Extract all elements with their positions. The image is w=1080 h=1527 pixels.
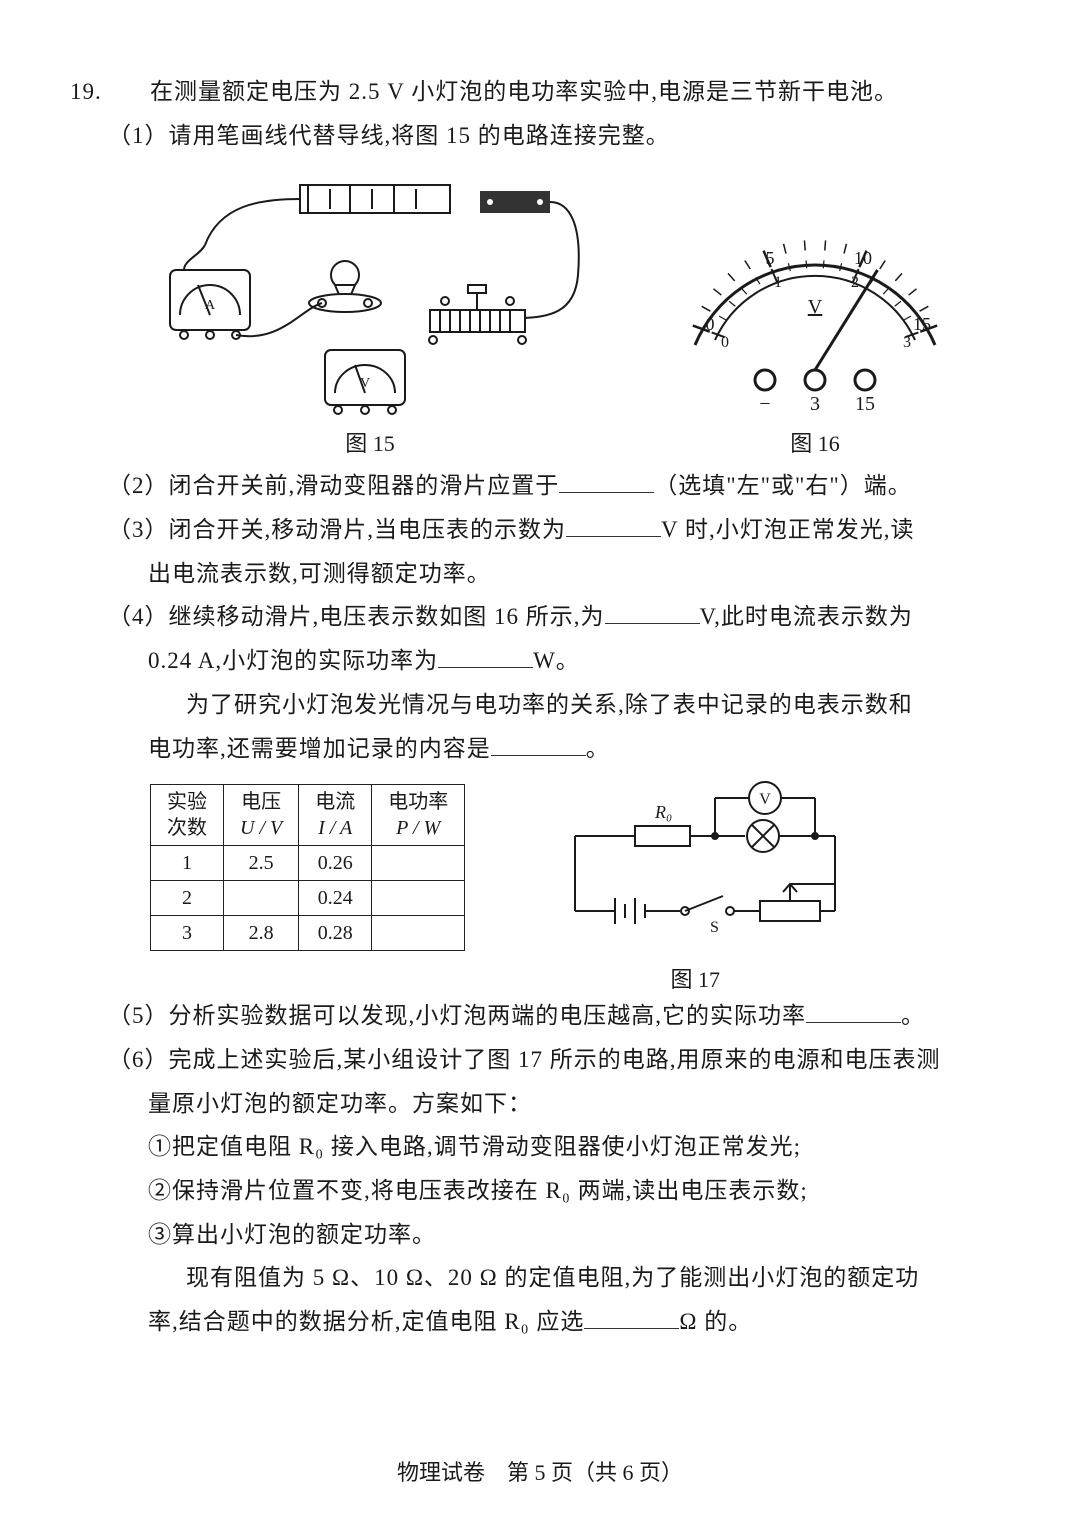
figure-16-caption: 图 16	[670, 426, 960, 458]
part-3-line2: 出电流表示数,可测得额定功率。	[148, 552, 1000, 596]
th-1: 电压U / V	[224, 785, 299, 846]
p4f: 电功率,还需要增加记录的内容是	[148, 736, 491, 761]
table-row: 12.50.26	[151, 846, 465, 881]
part-4-line2: 0.24 A,小灯泡的实际功率为 W。	[148, 639, 1000, 683]
th-0: 实验次数	[151, 785, 224, 846]
scale-1-in: 1	[774, 274, 782, 291]
part-6-step3: ③算出小灯泡的额定功率。	[148, 1213, 1000, 1257]
label-r0: R₀	[654, 802, 672, 822]
scale-0-out: 0	[706, 314, 715, 334]
figures-row: A	[110, 175, 1000, 458]
term-3: 3	[810, 393, 820, 415]
voltmeter-icon: 0 5 10 15 0 1 2 3 V − 3 15	[670, 215, 960, 415]
p4g: 。	[586, 736, 610, 761]
part-3-line1: （3）闭合开关,移动滑片,当电压表的示数为 V 时,小灯泡正常发光,读	[108, 508, 1000, 552]
blank-5[interactable]	[806, 997, 901, 1023]
p6g2: Ω 的。	[679, 1309, 752, 1334]
data-table: 实验次数 电压U / V 电流I / A 电功率P / W 12.50.26 2…	[150, 784, 465, 951]
part-2: （2）闭合开关前,滑动变阻器的滑片应置于 （选填"左"或"右"）端。	[108, 464, 1000, 508]
circuit-diagram-icon: A	[150, 175, 590, 415]
figure-17: V R₀	[545, 776, 845, 994]
part-6-line6: 现有阻值为 5 Ω、10 Ω、20 Ω 的定值电阻,为了能测出小灯泡的额定功	[186, 1256, 1000, 1300]
svg-text:V: V	[360, 376, 370, 391]
p6g1: 率,结合题中的数据分析,定值电阻 R₀ 应选	[148, 1309, 584, 1334]
th-2: 电流I / A	[299, 785, 372, 846]
label-s: S	[710, 919, 719, 936]
blank-4a[interactable]	[605, 598, 700, 624]
figure-17-caption: 图 17	[545, 962, 845, 994]
scale-2-in: 2	[851, 274, 859, 291]
scale-10-out: 10	[854, 248, 872, 268]
blank-6[interactable]	[584, 1303, 679, 1329]
part-4-line3: 为了研究小灯泡发光情况与电功率的关系,除了表中记录的电表示数和	[186, 683, 1000, 727]
term-15: 15	[855, 393, 875, 415]
th-3: 电功率P / W	[372, 785, 465, 846]
p4a: （4）继续移动滑片,电压表示数如图 16 所示,为	[108, 604, 605, 629]
scale-5-out: 5	[766, 248, 775, 268]
scale-3-in: 3	[903, 334, 911, 351]
schematic-icon: V R₀	[545, 776, 845, 951]
p4b: V,此时电流表示数为	[700, 604, 913, 629]
table-figure-row: 实验次数 电压U / V 电流I / A 电功率P / W 12.50.26 2…	[70, 776, 1000, 994]
part-6-line2: 量原小灯泡的额定功率。方案如下：	[148, 1082, 1000, 1126]
p4c: 0.24 A,小灯泡的实际功率为	[148, 648, 438, 673]
part-6-step1: ①把定值电阻 R₀ 接入电路,调节滑动变阻器使小灯泡正常发光;	[148, 1125, 1000, 1169]
blank-4c[interactable]	[491, 729, 586, 755]
figure-16: 0 5 10 15 0 1 2 3 V − 3 15	[670, 215, 960, 458]
part-6-line1: （6）完成上述实验后,某小组设计了图 17 所示的电路,用原来的电源和电压表测	[108, 1038, 1000, 1082]
part-5: （5）分析实验数据可以发现,小灯泡两端的电压越高,它的实际功率 。	[108, 994, 1000, 1038]
stem-text: 在测量额定电压为 2.5 V 小灯泡的电功率实验中,电源是三节新干电池。	[150, 79, 898, 104]
part-4-line4: 电功率,还需要增加记录的内容是 。	[148, 727, 1000, 771]
scale-0-in: 0	[721, 334, 729, 351]
blank-3[interactable]	[566, 511, 661, 537]
p2a: （2）闭合开关前,滑动变阻器的滑片应置于	[108, 473, 559, 498]
question-stem: 19. 在测量额定电压为 2.5 V 小灯泡的电功率实验中,电源是三节新干电池。	[70, 70, 1000, 114]
blank-4b[interactable]	[438, 642, 533, 668]
table-header-row: 实验次数 电压U / V 电流I / A 电功率P / W	[151, 785, 465, 846]
scale-15-out: 15	[913, 314, 931, 334]
term-minus: −	[759, 393, 770, 415]
figure-15: A	[150, 175, 590, 458]
question-number: 19.	[70, 70, 110, 114]
label-v: V	[759, 791, 771, 808]
part-6-line7: 率,结合题中的数据分析,定值电阻 R₀ 应选 Ω 的。	[148, 1300, 1000, 1344]
part-4-line1: （4）继续移动滑片,电压表示数如图 16 所示,为 V,此时电流表示数为	[108, 595, 1000, 639]
p3b: V 时,小灯泡正常发光,读	[661, 517, 914, 542]
p4d: W。	[533, 648, 580, 673]
part-6-step2: ②保持滑片位置不变,将电压表改接在 R₀ 两端,读出电压表示数;	[148, 1169, 1000, 1213]
p3a: （3）闭合开关,移动滑片,当电压表的示数为	[108, 517, 566, 542]
table-row: 20.24	[151, 881, 465, 916]
blank-2[interactable]	[559, 467, 654, 493]
figure-15-caption: 图 15	[150, 426, 590, 458]
table-row: 32.80.28	[151, 916, 465, 951]
svg-text:A: A	[205, 298, 216, 313]
p5b: 。	[901, 1003, 925, 1028]
page-footer: 物理试卷 第 5 页（共 6 页）	[0, 1455, 1080, 1487]
page: 19. 在测量额定电压为 2.5 V 小灯泡的电功率实验中,电源是三节新干电池。…	[0, 0, 1080, 1527]
p2b: （选填"左"或"右"）端。	[654, 473, 912, 498]
voltmeter-unit: V	[808, 296, 823, 318]
p5a: （5）分析实验数据可以发现,小灯泡两端的电压越高,它的实际功率	[108, 1003, 806, 1028]
part-1: （1）请用笔画线代替导线,将图 15 的电路连接完整。	[108, 114, 1000, 158]
